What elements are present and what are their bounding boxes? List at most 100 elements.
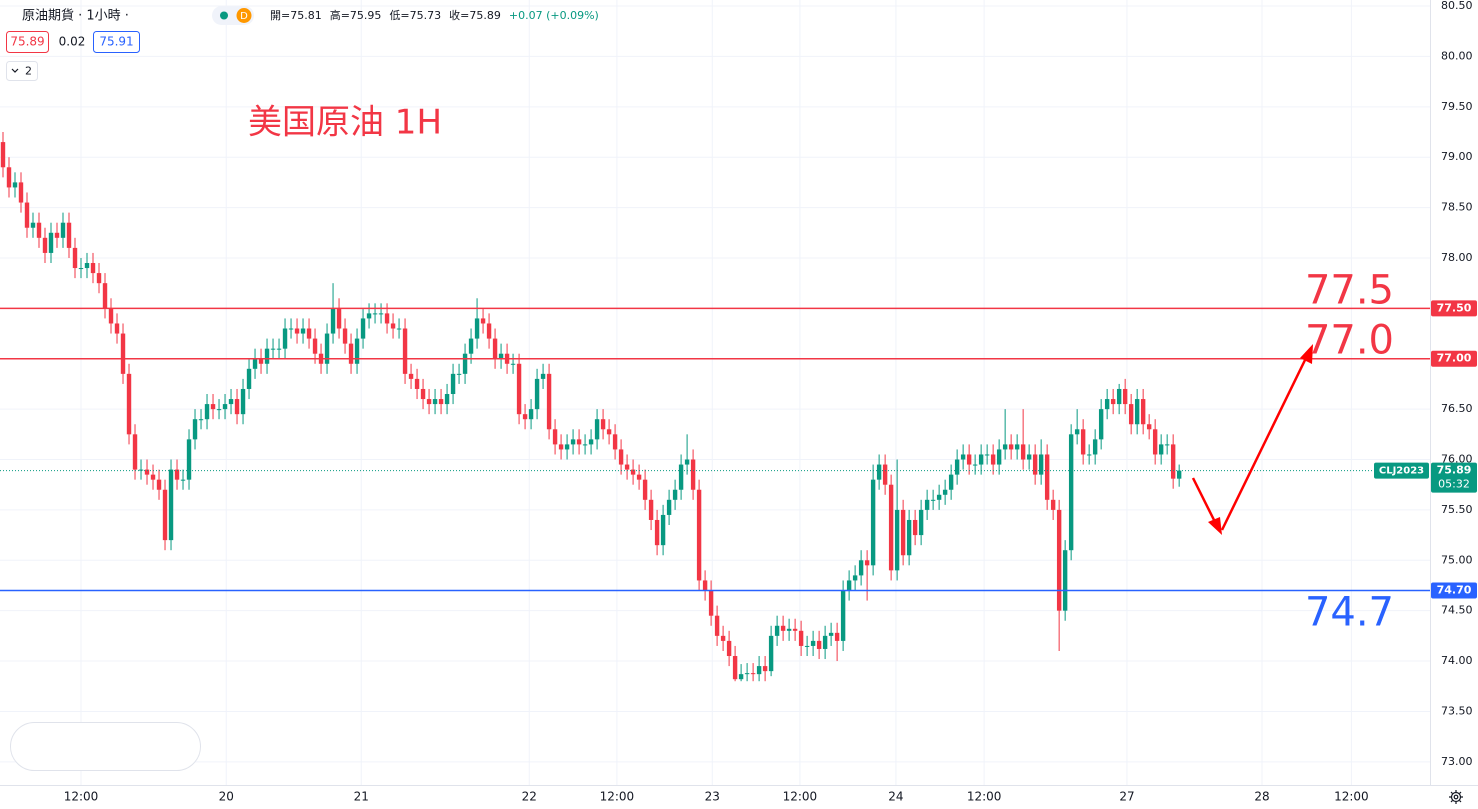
candle-body [78, 268, 84, 270]
candle-body [72, 247, 78, 269]
candle-body [768, 635, 774, 672]
candle-body [66, 222, 72, 248]
candle-body [1026, 454, 1032, 460]
candle-body [210, 404, 216, 410]
candle-body [600, 419, 606, 430]
status-dot [220, 11, 228, 20]
candle-body [774, 625, 780, 636]
candle-body [720, 635, 726, 641]
candle-body [258, 358, 264, 364]
y-tick-label: 75.00 [1441, 553, 1473, 566]
candle-body [18, 182, 24, 203]
candle-body [624, 464, 630, 470]
ohlc-change: +0.07 (+0.09%) [509, 9, 599, 22]
y-tick-label: 80.00 [1441, 49, 1473, 62]
candle-body [546, 373, 552, 430]
candle-body [888, 484, 894, 571]
candle-body [528, 409, 534, 420]
candle-body [156, 479, 162, 490]
candle-body [450, 373, 456, 395]
candle-body [168, 469, 174, 541]
candle-body [186, 439, 192, 480]
candle-body [696, 489, 702, 581]
ohlc: 開=75.81 高=75.95 低=75.73 收=75.89 +0.07 (+0.09… [270, 8, 599, 22]
y-tick-label: 76.00 [1441, 453, 1473, 466]
grid [0, 0, 1430, 785]
candle-body [390, 323, 396, 329]
x-tick-label: 12:00 [64, 790, 99, 804]
candle-body [960, 454, 966, 460]
candle-body [1146, 424, 1152, 430]
badge-circle [236, 8, 252, 23]
candle-body [1140, 399, 1146, 425]
candle-body [60, 222, 66, 238]
ask: 75.91 [99, 35, 133, 49]
candle-body [30, 222, 36, 228]
candle-body [468, 338, 474, 354]
candle-body [1158, 444, 1164, 455]
spread: 0.02 [59, 35, 86, 49]
candle-body [90, 263, 96, 274]
candle-body [864, 560, 870, 566]
candle-body [102, 283, 108, 309]
chart-title: 美国原油 1H [248, 103, 442, 143]
candle-body [1104, 399, 1110, 410]
candle-body [822, 635, 828, 649]
widget-box[interactable] [10, 722, 201, 771]
candle-body [54, 232, 60, 238]
overlay: 77.5 77.0 74.7 [0, 267, 1430, 636]
candle-body [540, 373, 546, 379]
candle-body [120, 333, 126, 374]
last-price-label: 75.89 [1437, 464, 1472, 477]
candle-body [216, 409, 222, 411]
candle-body [1128, 404, 1134, 425]
candle-body [354, 338, 360, 364]
candle-body [762, 666, 768, 672]
candle-body [828, 632, 834, 636]
candle-body [744, 673, 750, 675]
candle-body [1020, 444, 1026, 460]
candle-body [930, 499, 936, 501]
candle-body [138, 469, 144, 471]
candle-body [498, 353, 504, 359]
candle-body [336, 308, 342, 329]
y-tick-label: 73.50 [1441, 704, 1473, 717]
candle-body [750, 673, 756, 675]
x-tick-label: 20 [219, 790, 234, 804]
candle-body [222, 404, 228, 410]
candle-body [810, 640, 816, 646]
candle-body [660, 514, 666, 546]
candle-body [486, 323, 492, 339]
candle-body [6, 167, 12, 188]
candle-body [462, 353, 468, 374]
candle-body [288, 328, 294, 330]
candle-body [0, 142, 6, 168]
candle-body [1038, 454, 1044, 475]
ohlc-item: 低=75.73 [389, 9, 441, 22]
candle-body [996, 449, 1002, 465]
y-tick-label: 79.50 [1441, 100, 1473, 113]
settings-icon[interactable] [1449, 790, 1463, 804]
candle-body [1080, 429, 1086, 455]
candle-body [1002, 444, 1008, 450]
candle-body [714, 615, 720, 636]
ask-box[interactable] [93, 31, 140, 53]
contract-tag [1374, 462, 1429, 479]
y-tick-label: 75.50 [1441, 503, 1473, 516]
ohlc-item: 高=75.95 [330, 8, 382, 22]
x-tick-label: 12:00 [967, 790, 1002, 804]
candle-body [840, 590, 846, 641]
bid-box[interactable] [6, 31, 49, 53]
candle-body [24, 202, 30, 228]
candle-body [1068, 434, 1074, 551]
layout-toggle[interactable] [6, 61, 38, 81]
candle-body [1074, 429, 1080, 435]
candle-body [270, 348, 276, 350]
candle-body [1110, 399, 1116, 405]
candles [0, 132, 1182, 682]
candle-body [990, 454, 996, 465]
candle-body [978, 454, 984, 465]
y-tick-label: 78.00 [1441, 251, 1473, 264]
candle-body [948, 474, 954, 490]
candle-body [276, 348, 282, 350]
